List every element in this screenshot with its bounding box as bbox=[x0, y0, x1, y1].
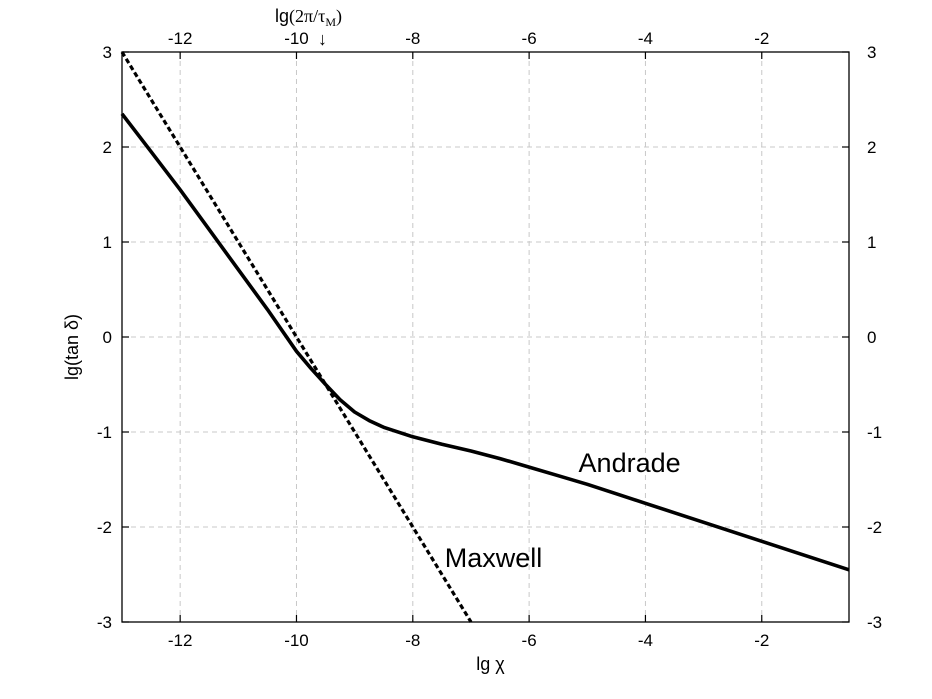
y-tick-label-right: -2 bbox=[867, 518, 882, 537]
top-tick-label: -4 bbox=[638, 29, 653, 48]
y-tick-label: -2 bbox=[97, 518, 112, 537]
x-tick-label: -6 bbox=[522, 631, 537, 650]
x-tick-label: -2 bbox=[754, 631, 769, 650]
top-axis-label-math: (2π/τ bbox=[289, 6, 325, 27]
y-axis-label: lg(tan δ) bbox=[62, 314, 82, 380]
x-tick-label: -4 bbox=[638, 631, 653, 650]
y-tick-label-right: -3 bbox=[867, 613, 882, 632]
y-tick-label-right: 0 bbox=[867, 328, 876, 347]
y-tick-label-right: 3 bbox=[867, 43, 876, 62]
series-lines bbox=[120, 51, 850, 623]
top-axis-label-sub: M bbox=[325, 15, 336, 29]
y-tick-label: 1 bbox=[103, 233, 112, 252]
top-tick-label: -12 bbox=[168, 29, 193, 48]
series-line-maxwell bbox=[120, 51, 473, 623]
x-tick-label: -10 bbox=[284, 631, 309, 650]
top-axis-label-close: ) bbox=[336, 6, 342, 27]
y-tick-label: -3 bbox=[97, 613, 112, 632]
y-tick-label: 2 bbox=[103, 138, 112, 157]
annotation-label: Maxwell bbox=[445, 543, 543, 573]
down-arrow-icon: ↓ bbox=[318, 29, 327, 49]
top-axis-label-prefix: lg bbox=[275, 6, 289, 26]
y-tick-label: 0 bbox=[103, 328, 112, 347]
annotation-label: Andrade bbox=[579, 448, 681, 478]
annotation-labels: Andrade Maxwell bbox=[445, 448, 681, 573]
x-tick-label: -8 bbox=[405, 631, 420, 650]
y-tick-label-right: 1 bbox=[867, 233, 876, 252]
y-tick-label: 3 bbox=[103, 43, 112, 62]
top-tick-label: -8 bbox=[405, 29, 420, 48]
axis-ticks: -12 -10 -8 -6 -4 -2 -12 -10 -8 -6 -4 -2 3 3 2 2 1 1 0 0 -1 -1… bbox=[97, 29, 882, 650]
top-axis-label: lg(2π/τM) bbox=[275, 6, 342, 29]
top-tick-label: -6 bbox=[522, 29, 537, 48]
x-tick-label: -12 bbox=[168, 631, 193, 650]
series-line-andrade bbox=[120, 112, 850, 572]
y-tick-label-right: -1 bbox=[867, 423, 882, 442]
top-tick-label: -10 bbox=[284, 29, 309, 48]
grid-lines bbox=[122, 52, 849, 622]
x-axis-label: lg χ bbox=[476, 654, 505, 674]
y-tick-label: -1 bbox=[97, 423, 112, 442]
top-tick-label: -2 bbox=[754, 29, 769, 48]
y-tick-label-right: 2 bbox=[867, 138, 876, 157]
